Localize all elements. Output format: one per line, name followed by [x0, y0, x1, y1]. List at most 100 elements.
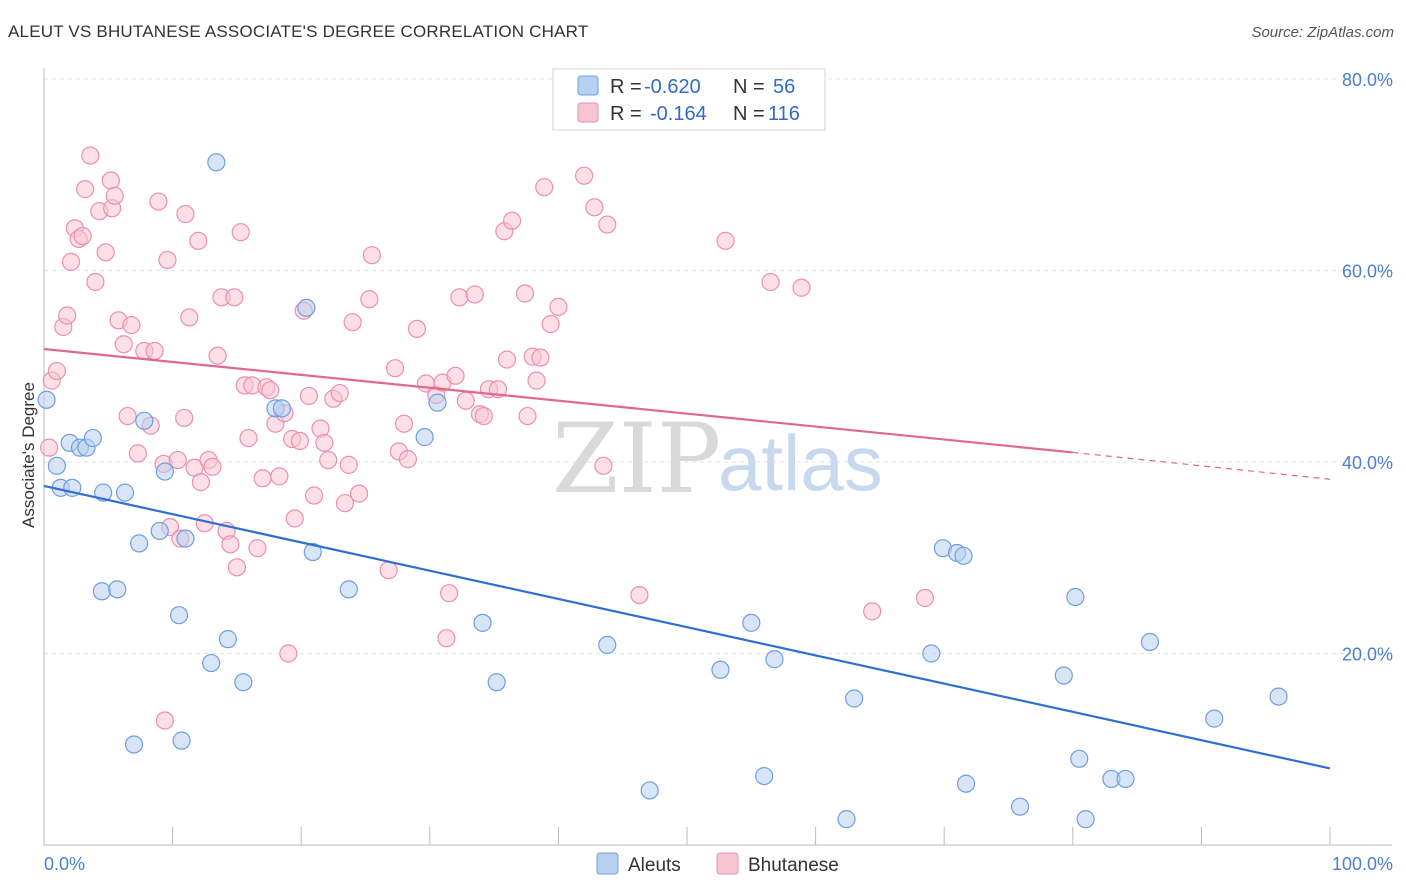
bhutanese-point-100: [531, 348, 550, 367]
bhutanese-point-35: [189, 231, 208, 250]
bhutanese-trend-line: [43, 347, 1073, 454]
bhutanese-point-72: [360, 290, 379, 309]
y-tick-label-40: 40.0%: [1342, 453, 1393, 473]
aleut-point-11: [115, 483, 135, 502]
y-axis-label: Associate's Degree: [19, 382, 38, 528]
bhutanese-point-43: [221, 535, 240, 554]
bhutanese-point-87: [456, 391, 475, 410]
aleut-point-29: [428, 393, 447, 412]
bhutanese-point-21: [128, 444, 147, 463]
legend-n-value-aleuts: 56: [773, 76, 795, 98]
bhutanese-point-44: [227, 558, 246, 577]
aleut-point-1: [47, 456, 66, 475]
bhutanese-point-18: [114, 335, 133, 354]
aleut-point-46: [1010, 797, 1030, 816]
bhutanese-point-54: [270, 467, 289, 486]
aleut-point-49: [1070, 749, 1089, 768]
bhutanese-point-50: [253, 469, 272, 488]
bhutanese-point-67: [330, 383, 349, 403]
bhutanese-point-110: [792, 278, 811, 297]
bhutanese-points: [40, 146, 935, 730]
aleut-point-31: [473, 613, 492, 632]
bhutanese-point-107: [598, 215, 617, 234]
bhutanese-trend-extension: [1072, 451, 1331, 480]
bhutanese-point-62: [304, 486, 324, 505]
aleut-point-7: [83, 428, 102, 448]
aleut-point-32: [487, 673, 506, 692]
chart-title: ALEUT VS BHUTANESE ASSOCIATE'S DEGREE CO…: [8, 22, 589, 41]
watermark-zip: ZIP: [552, 403, 721, 515]
bhutanese-point-77: [394, 414, 414, 433]
bhutanese-point-71: [349, 484, 369, 503]
bhutanese-point-40: [208, 346, 227, 365]
aleut-point-14: [135, 411, 154, 430]
aleut-point-34: [640, 781, 659, 800]
bhutanese-point-74: [379, 561, 398, 580]
legend-r-label-aleuts: R =: [610, 76, 642, 98]
bhutanese-point-96: [515, 284, 535, 303]
bhutanese-point-103: [549, 297, 568, 316]
y-tick-label-80: 80.0%: [1342, 70, 1393, 90]
aleut-point-39: [837, 810, 856, 829]
bhutanese-point-73: [362, 246, 382, 265]
legend-n-value-bhutanese: 116: [768, 103, 800, 125]
bhutanese-point-11: [86, 272, 105, 292]
bhutanese-point-95: [503, 211, 522, 230]
aleut-point-23: [234, 673, 253, 692]
bhutanese-point-112: [915, 588, 935, 608]
bhutanese-point-64: [315, 433, 334, 452]
series-legend-swatch-aleuts: [596, 852, 619, 875]
bhutanese-point-75: [385, 359, 405, 378]
legend-r-value-aleuts: -0.620: [644, 76, 701, 98]
aleut-point-13: [130, 534, 149, 553]
watermark: ZIP atlas: [552, 403, 883, 515]
series-legend-label-bhutanese: Bhutanese: [748, 855, 839, 876]
bhutanese-point-0: [40, 438, 59, 457]
bhutanese-point-36: [191, 473, 210, 492]
bhutanese-point-2: [47, 361, 66, 381]
bhutanese-point-94: [497, 350, 517, 369]
bhutanese-point-9: [76, 180, 95, 199]
bhutanese-point-47: [239, 428, 258, 448]
bhutanese-point-102: [541, 315, 560, 334]
bhutanese-point-86: [450, 288, 469, 307]
aleut-point-22: [218, 630, 237, 649]
aleut-point-48: [1066, 587, 1085, 607]
legend-n-label-bhutanese: N =: [733, 103, 765, 125]
series-legend: Aleuts Bhutanese: [596, 852, 839, 876]
aleut-point-17: [169, 606, 189, 625]
aleut-point-40: [845, 689, 864, 708]
aleut-point-26: [297, 298, 316, 317]
bhutanese-point-31: [175, 408, 194, 428]
y-tick-label-60: 60.0%: [1342, 262, 1393, 282]
aleut-point-44: [954, 546, 973, 565]
bhutanese-point-101: [535, 178, 554, 197]
bhutanese-point-68: [335, 494, 355, 513]
bhutanese-point-39: [203, 457, 222, 476]
bhutanese-point-24: [145, 341, 164, 361]
bhutanese-point-115: [155, 711, 174, 730]
bhutanese-point-45: [231, 223, 250, 242]
legend-n-label-aleuts: N =: [733, 76, 765, 98]
bhutanese-point-4: [58, 306, 77, 325]
x-tick-marks: [172, 827, 1331, 845]
bhutanese-point-61: [299, 386, 319, 406]
bhutanese-point-49: [248, 539, 267, 558]
bhutanese-point-10: [81, 146, 100, 165]
aleut-point-12: [124, 735, 144, 754]
aleut-point-36: [742, 613, 761, 632]
legend-r-label-bhutanese: R =: [610, 103, 642, 125]
bhutanese-point-106: [594, 456, 613, 475]
bhutanese-point-56: [279, 644, 298, 663]
aleut-point-45: [956, 774, 976, 793]
legend: R = -0.620 N = 56 R = -0.164 N = 116: [552, 68, 826, 131]
bhutanese-point-59: [290, 431, 310, 451]
aleut-point-47: [1054, 666, 1073, 685]
aleut-point-35: [711, 660, 730, 679]
bhutanese-point-58: [285, 509, 304, 528]
bhutanese-point-113: [761, 272, 780, 292]
trend-lines: [43, 347, 1331, 770]
bhutanese-point-78: [398, 450, 418, 469]
bhutanese-point-105: [585, 198, 604, 217]
